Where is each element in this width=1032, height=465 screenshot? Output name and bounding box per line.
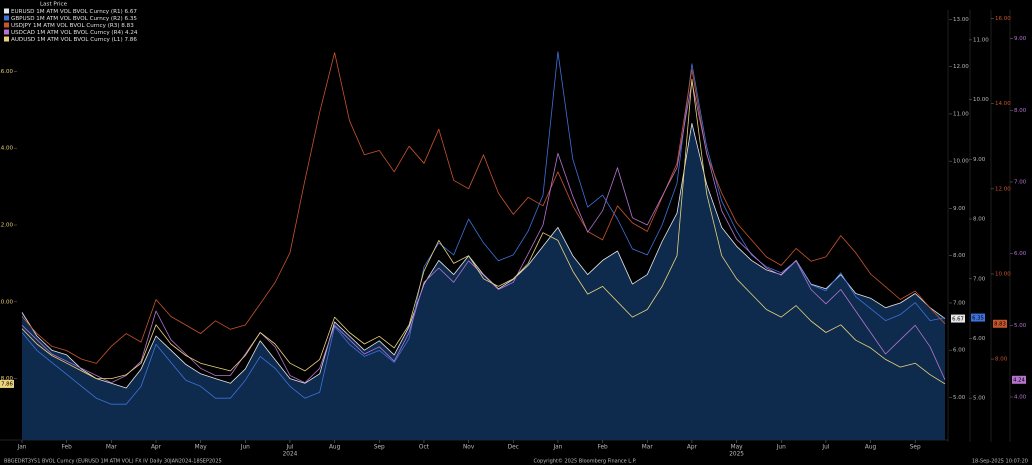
- y-tick-label: 6.00: [973, 336, 986, 342]
- x-tick-label: Jul: [285, 445, 293, 451]
- y-tick-label: 8.00: [953, 253, 966, 259]
- legend-value: 8.83: [121, 23, 134, 29]
- x-tick-label: Jan: [17, 445, 27, 451]
- y-tick-label: 10.00: [995, 271, 1011, 277]
- y-tick-label: 10.00: [0, 299, 13, 305]
- y-tick-label: 6.00: [953, 348, 966, 354]
- x-tick-label: Aug: [865, 445, 877, 451]
- x-tick-label: Jun: [240, 445, 250, 451]
- y-tick-label: 7.00: [953, 300, 966, 306]
- x-tick-label: Feb: [597, 445, 608, 451]
- legend-entry: AUDUSD 1M ATM VOL BVOL Curncy (L1) 7.86: [11, 37, 137, 43]
- line: [21, 51, 946, 405]
- y-tick-label: 7.00: [973, 276, 986, 282]
- x-tick-label: Sep: [910, 445, 921, 451]
- legend-name: AUDUSD 1M ATM VOL BVOL Curncy (L1): [11, 37, 123, 43]
- last-value-box: [1012, 375, 1026, 384]
- x-tick-label: May: [195, 445, 208, 451]
- legend-name: USDJPY 1M ATM VOL BVOL Curncy (R3): [11, 23, 120, 29]
- y-tick-label: 10.00: [953, 159, 969, 165]
- y-tick-label: 6.00: [1014, 251, 1027, 257]
- y-tick-label: 14.00: [995, 101, 1011, 107]
- x-tick-label: Jan: [552, 445, 562, 451]
- y-tick-label: 5.00: [953, 395, 966, 401]
- legend-swatch: [4, 22, 9, 28]
- last-value-label: 8.83: [994, 322, 1006, 328]
- area: [22, 123, 945, 441]
- legend-value: 7.86: [124, 37, 137, 43]
- legend-swatch: [4, 29, 9, 35]
- last-value-label: 7.86: [1, 382, 13, 388]
- year-label: 2024: [283, 452, 298, 458]
- y-tick-label: 5.00: [973, 396, 986, 402]
- footer-copyright: Copyright© 2025 Bloomberg Finance L.P.: [533, 458, 636, 465]
- y-tick-label: 9.00: [953, 206, 966, 212]
- footer-source: BBGEDRT3Y51 BVOL Curncy (EURUSD 1M ATM V…: [4, 459, 222, 465]
- x-tick-label: May: [731, 445, 744, 451]
- legend-entry: USDJPY 1M ATM VOL BVOL Curncy (R3) 8.83: [11, 23, 134, 29]
- y-tick-label: 16.00: [995, 16, 1011, 22]
- y-tick-label: 9.00: [973, 157, 986, 163]
- y-tick-label: 8.00: [1, 376, 14, 382]
- y-tick-label: 12.00: [995, 186, 1011, 192]
- y-tick-label: 4.00: [1014, 395, 1027, 401]
- x-tick-label: Mar: [642, 445, 654, 451]
- y-tick-label: 12.00: [953, 64, 969, 70]
- legend-name: EURUSD 1M ATM VOL BVOL Curncy (R1): [11, 9, 123, 15]
- x-tick-label: Dec: [508, 445, 519, 451]
- last-value-label: 4.24: [1013, 378, 1025, 384]
- x-tick-label: Oct: [419, 445, 430, 451]
- last-value-box: [993, 319, 1007, 328]
- x-tick-label: Aug: [329, 445, 341, 451]
- y-tick-label: 9.00: [1014, 36, 1027, 42]
- y-tick-label: 10.00: [973, 97, 989, 103]
- legend-value: 4.24: [125, 30, 138, 36]
- y-tick-label: 8.00: [973, 217, 986, 223]
- year-label: 2025: [729, 452, 744, 458]
- y-tick-label: 14.00: [0, 146, 13, 152]
- legend-entry: EURUSD 1M ATM VOL BVOL Curncy (R1) 6.67: [11, 9, 137, 15]
- y-tick-label: 11.00: [973, 37, 989, 43]
- legend-name: USDCAD 1M ATM VOL BVOL Curncy (R4): [11, 30, 123, 36]
- legend-entry: GBPUSD 1M ATM VOL BVOL Curncy (R2) 6.35: [11, 16, 137, 22]
- legend-entry: USDCAD 1M ATM VOL BVOL Curncy (R4) 4.24: [11, 30, 138, 36]
- last-value-label: 6.67: [952, 316, 964, 322]
- y-tick-label: 5.00: [1014, 323, 1027, 329]
- last-value-box: [971, 313, 985, 322]
- last-value-box: [0, 379, 14, 388]
- x-tick-label: Nov: [463, 445, 475, 451]
- line: [21, 78, 946, 385]
- x-tick-label: Apr: [151, 445, 162, 451]
- legend-value: 6.35: [125, 16, 138, 22]
- last-value-box: [951, 314, 965, 323]
- x-tick-label: Feb: [62, 445, 73, 451]
- legend-value: 6.67: [125, 9, 138, 15]
- y-tick-label: 11.00: [953, 111, 969, 117]
- y-tick-label: 7.00: [1014, 180, 1027, 186]
- y-tick-label: 8.00: [995, 357, 1008, 363]
- x-tick-label: Jul: [821, 445, 829, 451]
- legend-swatch: [4, 15, 9, 21]
- footer-timestamp: 18-Sep-2025 10:07:20: [972, 459, 1028, 465]
- legend-title: Last Price: [40, 2, 68, 8]
- y-tick-label: 8.00: [1014, 108, 1027, 114]
- legend-swatch: [4, 36, 9, 42]
- y-tick-label: 16.00: [0, 69, 13, 75]
- y-tick-label: 12.00: [0, 223, 13, 229]
- x-tick-label: Jun: [776, 445, 786, 451]
- legend-name: GBPUSD 1M ATM VOL BVOL Curncy (R2): [11, 16, 123, 22]
- last-value-label: 6.35: [972, 315, 984, 321]
- x-tick-label: Apr: [687, 445, 698, 451]
- legend-swatch: [4, 8, 9, 14]
- line: [21, 81, 946, 384]
- x-tick-label: Sep: [374, 445, 385, 451]
- line: [21, 52, 946, 364]
- x-tick-label: Mar: [106, 445, 118, 451]
- y-tick-label: 13.00: [953, 17, 969, 23]
